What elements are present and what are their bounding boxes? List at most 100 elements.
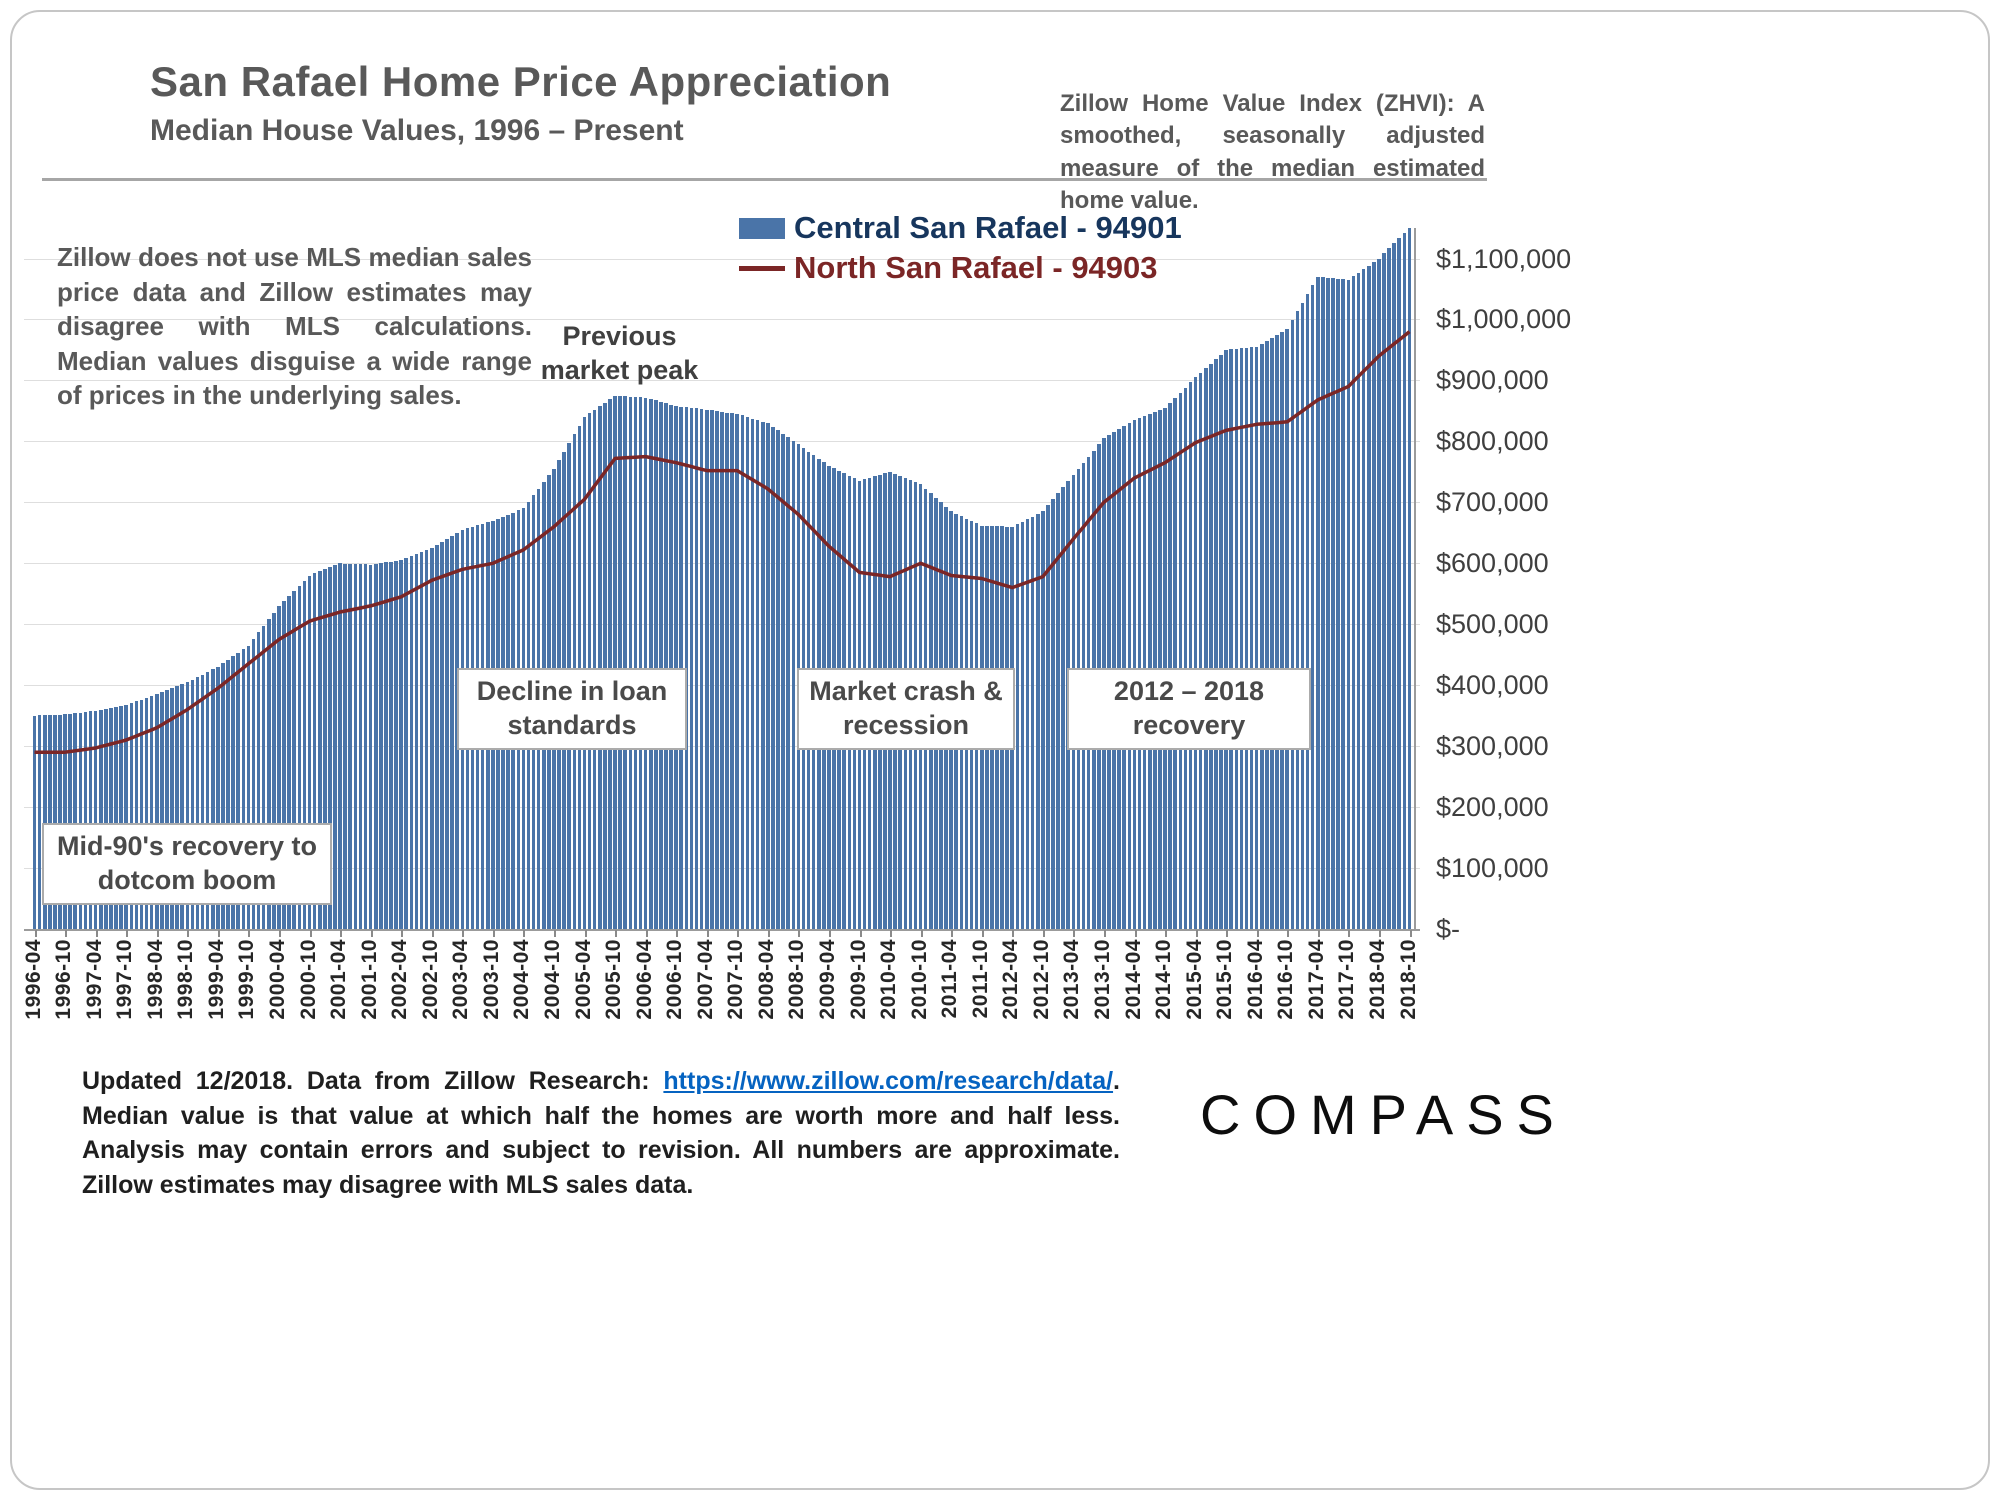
x-axis-tick: [492, 930, 495, 937]
bar: [450, 535, 454, 929]
bar: [694, 408, 699, 929]
bar: [1366, 265, 1371, 929]
bar: [1224, 349, 1228, 929]
bar: [1020, 521, 1025, 929]
x-axis-tick: [126, 930, 129, 937]
bar: [323, 569, 327, 929]
legend-label-central: Central San Rafael - 94901: [794, 210, 1182, 245]
bar: [373, 563, 378, 929]
compass-logo: COMPASS: [1200, 1083, 1567, 1146]
gridline: [24, 380, 1420, 382]
bar: [114, 706, 118, 929]
bar: [154, 694, 159, 929]
bar: [730, 413, 734, 929]
bar: [236, 652, 241, 929]
bar: [384, 562, 388, 929]
x-axis-tick: [309, 930, 312, 937]
bar: [1356, 272, 1361, 929]
annotation-decline-loan-standards: Decline in loan standards: [457, 668, 687, 750]
x-axis-tick: [95, 930, 98, 937]
x-axis-label: 2000-04: [266, 939, 289, 1020]
bar: [68, 713, 72, 929]
bar: [149, 696, 154, 929]
bar: [791, 440, 796, 929]
bar: [190, 679, 195, 929]
footer-disclaimer: Updated 12/2018. Data from Zillow Resear…: [82, 1064, 1120, 1202]
bar: [1290, 319, 1295, 929]
y-axis-label: $300,000: [1436, 731, 1549, 762]
bar: [48, 715, 52, 929]
gridline: [24, 929, 1420, 931]
x-axis-tick: [340, 930, 343, 937]
x-axis-label: 2018-04: [1365, 939, 1389, 1020]
bar: [435, 545, 439, 929]
x-axis-tick: [1226, 930, 1229, 937]
bar: [180, 684, 185, 929]
x-axis-label: 2003-10: [479, 939, 503, 1020]
bar: [1392, 243, 1396, 929]
x-axis-tick: [34, 930, 37, 937]
mls-disclaimer-note: Zillow does not use MLS median sales pri…: [57, 242, 532, 411]
bar: [1203, 368, 1208, 929]
bar: [1219, 354, 1223, 929]
x-axis-tick: [615, 930, 618, 937]
y-axis-label: $1,000,000: [1436, 304, 1572, 335]
bar: [404, 558, 409, 929]
x-axis-tick: [890, 930, 892, 937]
bar: [139, 699, 144, 929]
bar: [689, 407, 694, 929]
x-axis-label: 2006-04: [632, 939, 656, 1020]
bar: [73, 713, 78, 929]
x-axis-tick: [1073, 930, 1076, 937]
x-axis-tick: [431, 930, 434, 937]
x-axis-tick: [1103, 930, 1106, 937]
bar: [1402, 233, 1407, 929]
x-axis-label: 2006-10: [663, 939, 687, 1020]
bar: [160, 692, 164, 929]
bar: [358, 564, 363, 929]
bar: [282, 600, 286, 929]
bar: [1051, 499, 1055, 929]
bar: [1346, 279, 1351, 929]
x-axis-tick: [584, 930, 587, 937]
x-axis-tick: [1317, 930, 1320, 937]
x-axis-label: 2018-10: [1396, 939, 1420, 1020]
bar: [368, 564, 373, 929]
bar: [297, 585, 302, 929]
bar: [200, 674, 205, 929]
bar: [710, 410, 714, 929]
bar: [648, 398, 653, 929]
bar: [333, 565, 337, 929]
x-axis-label: 2016-10: [1274, 939, 1298, 1020]
bar: [124, 704, 128, 929]
bar: [1214, 359, 1218, 929]
bar: [725, 412, 729, 929]
bar: [307, 575, 312, 929]
gridline: [24, 319, 1420, 321]
bar: [363, 564, 368, 929]
bar: [1310, 285, 1315, 929]
bar: [1382, 253, 1386, 929]
zhvi-definition-note: Zillow Home Value Index (ZHVI): A smooth…: [1060, 90, 1485, 215]
zillow-research-link[interactable]: https://www.zillow.com/research/data/: [663, 1067, 1114, 1095]
x-axis-tick: [1165, 930, 1167, 937]
x-axis-label: 2015-04: [1182, 939, 1206, 1020]
bar: [210, 669, 215, 929]
bar: [424, 550, 429, 929]
bar: [735, 413, 740, 929]
bar: [1056, 493, 1060, 929]
bar: [216, 666, 220, 929]
bar: [1193, 377, 1198, 929]
bar: [414, 554, 419, 929]
bar: [261, 625, 266, 929]
y-axis-label: $700,000: [1436, 487, 1549, 518]
bar: [1025, 519, 1030, 929]
bar: [287, 595, 291, 929]
x-axis-label: 2017-10: [1335, 939, 1359, 1020]
x-axis-tick: [1042, 930, 1045, 937]
bar: [699, 409, 704, 929]
x-axis-label: 2001-10: [357, 939, 381, 1020]
bar: [664, 403, 668, 929]
header: San Rafael Home Price Appreciation Media…: [150, 58, 891, 148]
bar: [643, 397, 648, 929]
